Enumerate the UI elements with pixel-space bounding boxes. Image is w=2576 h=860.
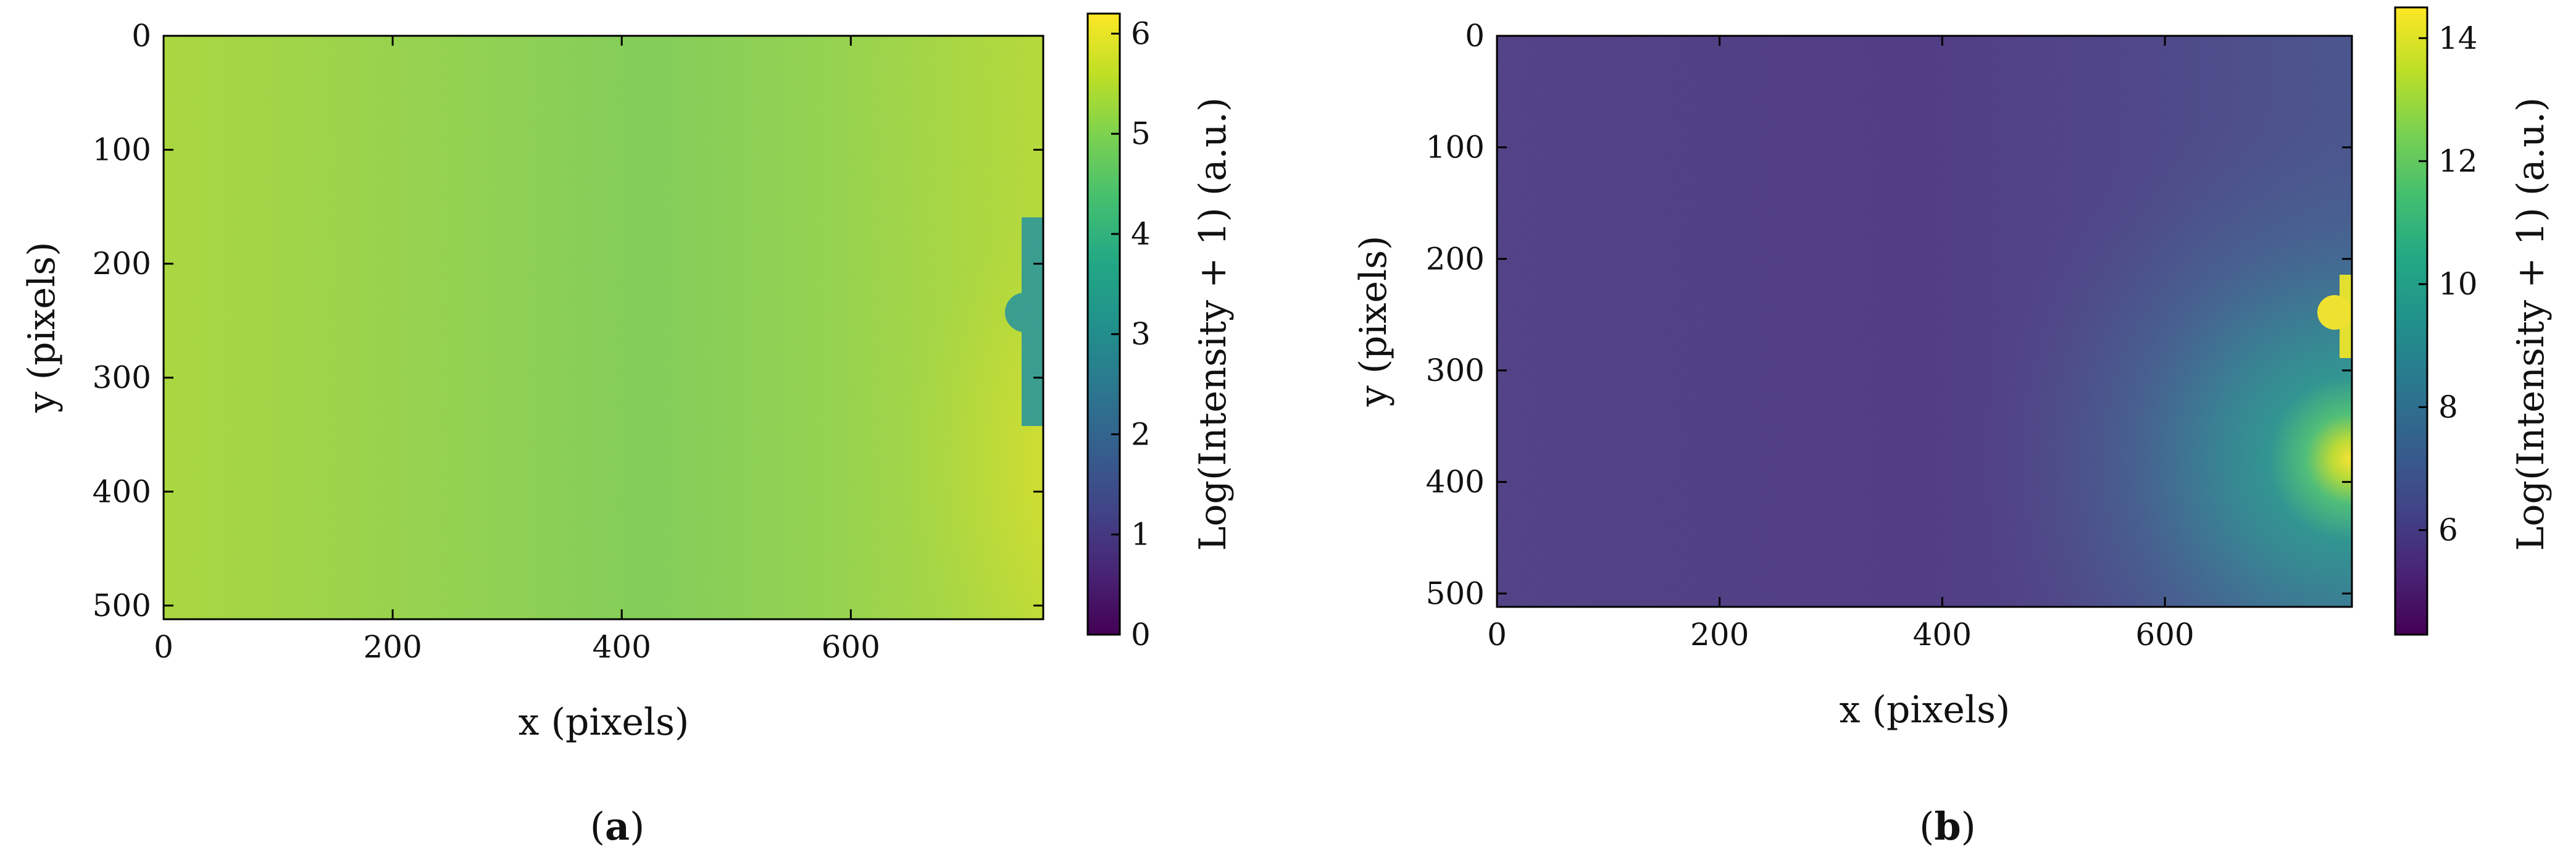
colorbar-ticks-b: 6 8 10 12 14	[2419, 20, 2478, 548]
y-tick-label: 500	[1426, 575, 1485, 611]
x-axis-label-a: x (pixels)	[519, 701, 690, 744]
y-axis-label-a: y (pixels)	[20, 242, 64, 414]
colorbar-tick-label: 6	[1131, 15, 1151, 51]
panel-caption-a: (a)	[590, 804, 645, 849]
x-tick-label: 200	[1690, 617, 1749, 653]
heatmap-b	[1497, 36, 2352, 607]
x-tick-label: 200	[363, 629, 422, 665]
colorbar-tick-label: 12	[2438, 143, 2478, 179]
y-tick-label: 100	[1426, 130, 1485, 165]
colorbar-tick-label: 4	[1131, 216, 1151, 252]
y-tick-label: 200	[93, 246, 151, 282]
y-ticks-a: 0 100 200 300 400 500	[93, 18, 1043, 624]
y-tick-label: 100	[93, 132, 151, 168]
x-ticks-a: 0 200 400 600	[154, 36, 880, 665]
x-tick-label: 400	[592, 629, 651, 665]
x-axis-label-b: x (pixels)	[1840, 688, 2011, 732]
colorbar-tick-label: 10	[2438, 266, 2478, 302]
x-ticks-b: 0 200 400 600	[1487, 36, 2195, 653]
colorbar-tick-label: 3	[1131, 316, 1151, 352]
colorbar-a	[1086, 12, 1121, 636]
y-tick-label: 400	[1426, 464, 1485, 500]
colorbar-ticks-a: 0 1 2 3 4 5 6	[1111, 15, 1151, 653]
y-tick-label: 300	[1426, 353, 1485, 388]
colorbar-tick-label: 1	[1131, 517, 1151, 553]
colorbar-tick-label: 8	[2438, 389, 2458, 425]
colorbar-b	[2394, 6, 2428, 636]
colorbar-tick-label: 6	[2438, 512, 2458, 548]
y-tick-label: 0	[1465, 18, 1485, 54]
colorbar-label-a: Log(Intensity + 1) (a.u.)	[1191, 98, 1235, 551]
x-tick-label: 600	[822, 629, 880, 665]
colorbar-tick-label: 0	[1131, 617, 1151, 653]
colorbar-tick-label: 5	[1131, 116, 1151, 152]
frame-b	[1496, 35, 2353, 608]
panel-b: 0 200 400 600 0 100 200 300 400 500 x (pixels) y…	[1352, 6, 2553, 849]
y-tick-label: 400	[93, 474, 151, 509]
panel-a: 0 200 400 600 0 100 200 300 400 500 x (pixels) y…	[20, 12, 1235, 849]
y-tick-label: 300	[93, 360, 151, 396]
x-tick-label: 600	[2135, 617, 2194, 653]
y-tick-label: 500	[93, 588, 151, 624]
y-tick-label: 200	[1426, 241, 1485, 277]
frame-a	[162, 35, 1044, 620]
colorbar-tick-label: 14	[2438, 20, 2478, 56]
x-tick-label: 400	[1913, 617, 1972, 653]
y-tick-label: 0	[131, 18, 151, 54]
colorbar-tick-label: 2	[1131, 416, 1151, 452]
heatmap-a	[164, 36, 1043, 619]
x-tick-label: 0	[1487, 617, 1507, 653]
y-ticks-b: 0 100 200 300 400 500	[1426, 18, 2352, 611]
colorbar-label-b: Log(Intensity + 1) (a.u.)	[2509, 98, 2553, 551]
panel-caption-b: (b)	[1919, 804, 1976, 849]
x-tick-label: 0	[154, 629, 173, 665]
y-axis-label-b: y (pixels)	[1352, 236, 1395, 407]
